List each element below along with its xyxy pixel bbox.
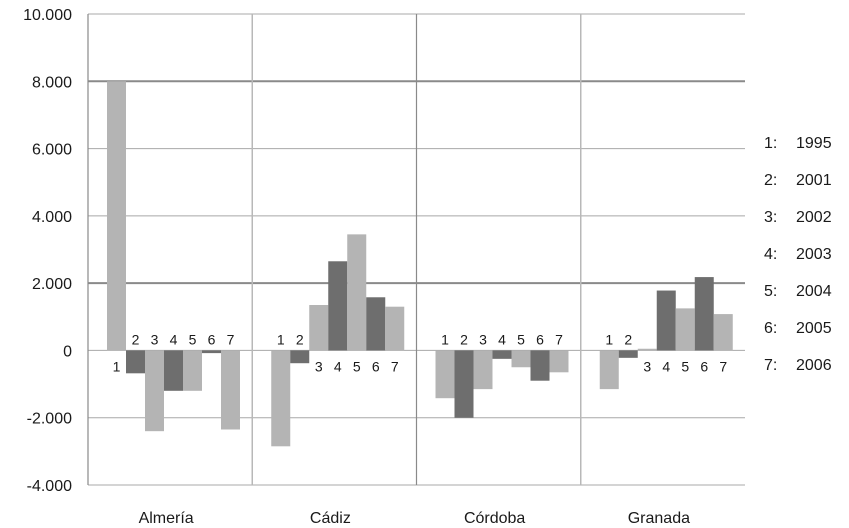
bar-Granada-2002 (637, 348, 657, 351)
y-tick-label: 6.000 (32, 142, 72, 159)
y-tick-label: -2.000 (27, 411, 72, 428)
bar-number-label: 5 (681, 358, 689, 374)
y-tick-label: 0 (63, 343, 72, 360)
bar-Córdoba-2003 (492, 350, 512, 359)
bar-number-label: 7 (719, 358, 727, 374)
category-label: Granada (628, 510, 690, 527)
bar-number-label: 1 (277, 331, 285, 347)
legend-label: 2005 (796, 320, 832, 337)
category-separators (251, 14, 582, 485)
y-axis-tick-labels: -4.000 -2.000 0 2.000 4.000 6.000 8.000 10.000 (23, 7, 72, 495)
bar-number-label: 1 (441, 331, 449, 347)
bar-number-label: 4 (662, 358, 670, 374)
bar-Granada-2004 (675, 308, 695, 351)
bar-Cádiz-2006 (385, 306, 405, 351)
legend-key: 7: (764, 357, 777, 374)
bar-number-label: 1 (605, 331, 613, 347)
bar-Granada-2003 (656, 290, 676, 351)
bar-number-label: 2 (624, 331, 632, 347)
legend-key: 2: (764, 172, 777, 189)
bar-Almería-2003 (164, 350, 183, 391)
bar-Cádiz-2005 (366, 297, 386, 351)
bar-Almería-2004 (183, 350, 202, 391)
bar-number-label: 3 (151, 331, 159, 347)
legend-key: 4: (764, 246, 777, 263)
bar-labels: 12 3 4 5 6 7 1 23 4 5 6 71 2 3 4 5 6 7 1 23 4 5 6 7 (113, 331, 728, 374)
legend-key: 1: (764, 135, 777, 152)
bar-number-label: 4 (334, 358, 342, 374)
bar-number-label: 1 (113, 358, 121, 374)
bar-Cádiz-2004 (347, 234, 367, 351)
bar-number-label: 6 (208, 331, 216, 347)
bar-Almería-2002 (145, 350, 164, 432)
bar-number-label: 3 (315, 358, 323, 374)
bar-Granada-1995 (599, 350, 619, 390)
bar-number-label: 6 (372, 358, 380, 374)
bar-number-label: 7 (555, 331, 563, 347)
bar-Cádiz-2001 (290, 350, 310, 364)
bar-number-label: 2 (296, 331, 304, 347)
legend-label: 2002 (796, 209, 832, 226)
category-label: Almería (139, 510, 194, 527)
bar-Almería-2006 (221, 350, 240, 430)
bar-number-label: 2 (132, 331, 140, 347)
legend-label: 2006 (796, 357, 832, 374)
bar-Cádiz-2003 (328, 261, 348, 351)
bar-number-label: 4 (170, 331, 178, 347)
y-tick-label: 10.000 (23, 7, 72, 24)
bar-number-label: 5 (189, 331, 197, 347)
legend-label: 2004 (796, 283, 832, 300)
y-tick-label: 2.000 (32, 276, 72, 293)
y-tick-label: -4.000 (27, 478, 72, 495)
bar-Granada-2001 (618, 350, 638, 358)
bar-number-label: 3 (643, 358, 651, 374)
category-labels: Almería Cádiz Córdoba Granada (139, 510, 691, 527)
legend-key: 3: (764, 209, 777, 226)
bar-Córdoba-2001 (454, 350, 474, 418)
legend-label: 2001 (796, 172, 832, 189)
bar-Córdoba-2006 (549, 350, 569, 373)
bar-Córdoba-2002 (473, 350, 493, 390)
y-tick-label: 8.000 (32, 74, 72, 91)
bar-Córdoba-2005 (530, 350, 550, 381)
bar-number-label: 6 (536, 331, 544, 347)
bar-Córdoba-2004 (511, 350, 531, 368)
bar-Almería-1995 (107, 81, 126, 351)
bar-number-label: 7 (391, 358, 399, 374)
category-label: Córdoba (464, 510, 525, 527)
bar-Cádiz-1995 (271, 350, 291, 447)
bar-number-label: 5 (353, 358, 361, 374)
legend-key: 6: (764, 320, 777, 337)
bar-Almería-2005 (202, 350, 221, 354)
bar-number-label: 5 (517, 331, 525, 347)
bar-Granada-2006 (713, 314, 733, 351)
bar-Cádiz-2002 (309, 305, 329, 351)
bar-number-label: 2 (460, 331, 468, 347)
category-label: Cádiz (310, 510, 351, 527)
legend-key: 5: (764, 283, 777, 300)
bar-number-label: 3 (479, 331, 487, 347)
bar-number-label: 6 (700, 358, 708, 374)
bar-Granada-2005 (694, 277, 714, 351)
legend: 1: 1995 2: 2001 3: 2002 4: 2003 5: 2004 6: 2005 7: 20… (764, 135, 832, 374)
bar-Córdoba-1995 (435, 350, 455, 399)
y-tick-label: 4.000 (32, 209, 72, 226)
bar-Almería-2001 (126, 350, 145, 374)
bars (107, 81, 733, 447)
bar-number-label: 4 (498, 331, 506, 347)
legend-label: 1995 (796, 135, 832, 152)
legend-label: 2003 (796, 246, 832, 263)
bar-number-label: 7 (227, 331, 235, 347)
